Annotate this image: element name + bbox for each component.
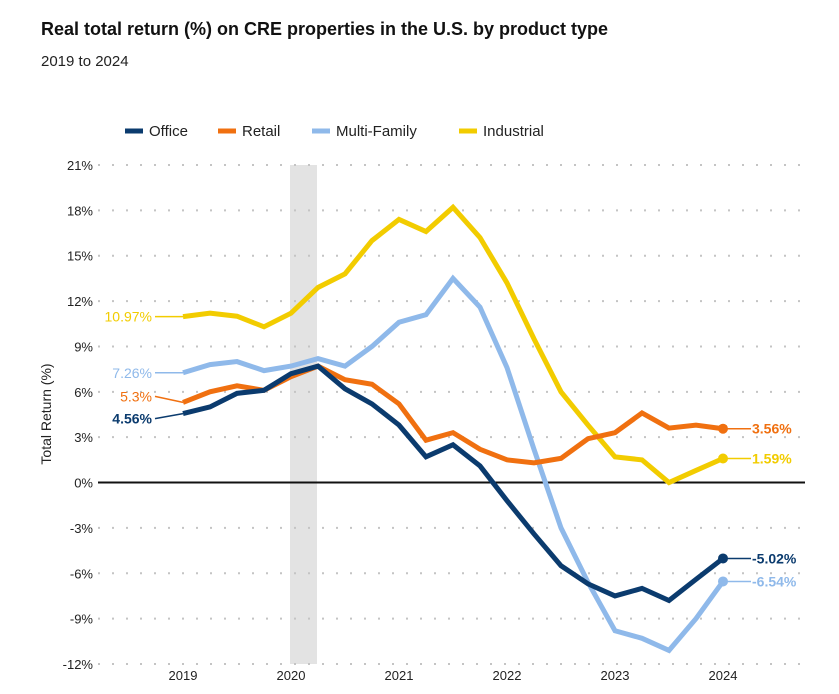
y-axis-label: Total Return (%) — [38, 363, 54, 464]
start-value-label: 4.56% — [112, 411, 152, 427]
y-tick-label: 21% — [67, 158, 93, 173]
legend-item-office: Office — [125, 123, 188, 140]
series-line — [182, 274, 726, 654]
end-value-label: -5.02% — [752, 550, 797, 566]
legend-label: Retail — [242, 123, 280, 140]
x-tick-label: 2023 — [601, 668, 630, 683]
legend-item-retail: Retail — [218, 123, 280, 140]
start-value-label: 7.26% — [112, 365, 152, 381]
legend-label: Industrial — [483, 123, 544, 140]
end-value-label: 1.59% — [752, 451, 792, 467]
series-multi-family: 7.26% -6.54% — [112, 274, 797, 654]
x-tick-label: 2020 — [277, 668, 306, 683]
y-tick-label: 12% — [67, 294, 93, 309]
y-tick-label: 18% — [67, 203, 93, 218]
chart-title: Real total return (%) on CRE properties … — [41, 19, 609, 39]
y-tick-label: -9% — [70, 612, 94, 627]
y-tick-label: -6% — [70, 566, 94, 581]
label-leader — [154, 412, 184, 420]
series-industrial: 10.97% 1.59% — [105, 203, 792, 486]
x-tick-label: 2024 — [709, 668, 738, 683]
start-value-label: 5.3% — [120, 388, 152, 404]
legend-label: Office — [149, 123, 188, 140]
y-tick-label: 15% — [67, 249, 93, 264]
shaded-period — [290, 165, 317, 664]
x-tick-label: 2019 — [169, 668, 198, 683]
x-tick-label: 2021 — [385, 668, 414, 683]
x-tick-label: 2022 — [493, 668, 522, 683]
legend-item-industrial: Industrial — [459, 123, 544, 140]
label-leader — [154, 395, 184, 404]
legend-label: Multi-Family — [336, 123, 417, 140]
y-tick-label: 0% — [74, 476, 93, 491]
y-tick-label: -12% — [63, 657, 94, 672]
y-tick-label: -3% — [70, 521, 94, 536]
series-office: 4.56% -5.02% — [112, 363, 797, 604]
y-tick-label: 6% — [74, 385, 93, 400]
end-value-label: 3.56% — [752, 421, 792, 437]
series-line — [182, 203, 725, 486]
y-tick-label: 9% — [74, 339, 93, 354]
start-value-label: 10.97% — [105, 309, 152, 325]
legend-item-multi-family: Multi-Family — [312, 123, 417, 140]
series-line — [182, 363, 724, 466]
y-tick-label: 3% — [74, 430, 93, 445]
chart-subtitle: 2019 to 2024 — [41, 53, 129, 70]
end-value-label: -6.54% — [752, 573, 797, 589]
